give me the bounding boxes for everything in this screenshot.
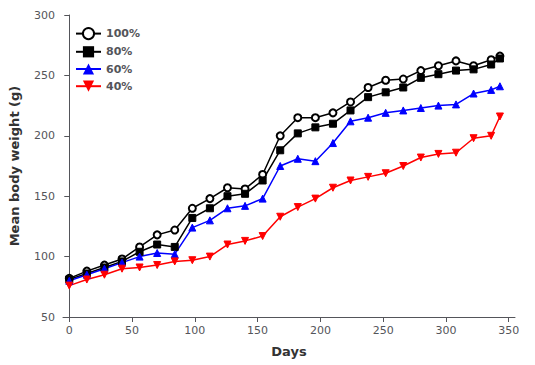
svg-text:100: 100	[34, 250, 55, 263]
svg-text:150: 150	[34, 190, 55, 203]
svg-text:40%: 40%	[106, 80, 132, 93]
svg-text:300: 300	[435, 324, 456, 337]
svg-text:Mean body weight (g): Mean body weight (g)	[7, 86, 22, 247]
svg-text:0: 0	[66, 324, 73, 337]
svg-text:100%: 100%	[106, 27, 140, 40]
svg-text:60%: 60%	[106, 63, 132, 76]
svg-text:250: 250	[34, 69, 55, 82]
svg-text:50: 50	[41, 311, 55, 324]
svg-text:150: 150	[247, 324, 268, 337]
svg-text:100: 100	[184, 324, 205, 337]
svg-text:300: 300	[34, 9, 55, 22]
svg-text:200: 200	[34, 129, 55, 142]
svg-text:80%: 80%	[106, 45, 132, 58]
svg-text:50: 50	[125, 324, 139, 337]
svg-text:250: 250	[373, 324, 394, 337]
svg-text:350: 350	[498, 324, 519, 337]
svg-text:200: 200	[310, 324, 331, 337]
svg-text:Days: Days	[271, 344, 307, 359]
